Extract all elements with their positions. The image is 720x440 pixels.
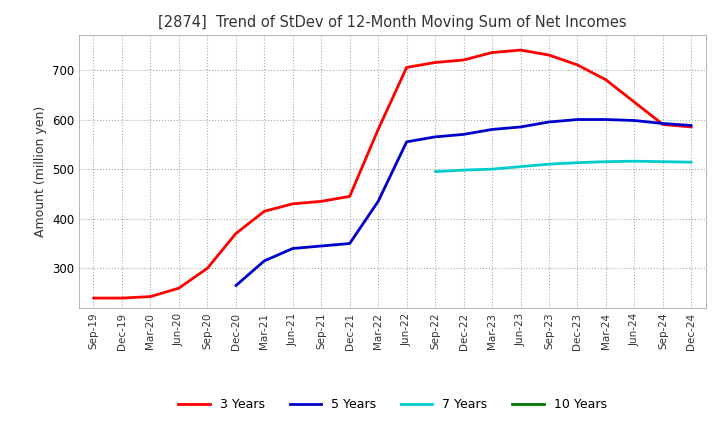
5 Years bbox=[317, 243, 325, 249]
Title: [2874]  Trend of StDev of 12-Month Moving Sum of Net Incomes: [2874] Trend of StDev of 12-Month Moving… bbox=[158, 15, 626, 30]
3 Years bbox=[117, 295, 126, 301]
5 Years bbox=[459, 132, 468, 137]
7 Years bbox=[602, 159, 611, 164]
3 Years bbox=[402, 65, 411, 70]
3 Years bbox=[431, 60, 439, 65]
Line: 5 Years: 5 Years bbox=[236, 120, 691, 286]
3 Years bbox=[487, 50, 496, 55]
5 Years bbox=[516, 125, 525, 130]
5 Years bbox=[630, 118, 639, 123]
7 Years bbox=[459, 168, 468, 173]
Line: 7 Years: 7 Years bbox=[435, 161, 691, 172]
5 Years bbox=[687, 123, 696, 128]
3 Years bbox=[317, 199, 325, 204]
5 Years bbox=[487, 127, 496, 132]
7 Years bbox=[687, 160, 696, 165]
5 Years bbox=[573, 117, 582, 122]
5 Years bbox=[289, 246, 297, 251]
3 Years bbox=[89, 295, 98, 301]
3 Years bbox=[545, 52, 554, 58]
7 Years bbox=[573, 160, 582, 165]
3 Years bbox=[374, 127, 382, 132]
5 Years bbox=[260, 258, 269, 264]
3 Years bbox=[516, 48, 525, 53]
7 Years bbox=[630, 158, 639, 164]
3 Years bbox=[687, 125, 696, 130]
3 Years bbox=[573, 62, 582, 68]
3 Years bbox=[459, 57, 468, 62]
3 Years bbox=[146, 294, 155, 299]
5 Years bbox=[374, 199, 382, 204]
Line: 3 Years: 3 Years bbox=[94, 50, 691, 298]
7 Years bbox=[516, 164, 525, 169]
5 Years bbox=[602, 117, 611, 122]
Y-axis label: Amount (million yen): Amount (million yen) bbox=[34, 106, 47, 237]
5 Years bbox=[431, 134, 439, 139]
3 Years bbox=[260, 209, 269, 214]
3 Years bbox=[602, 77, 611, 82]
5 Years bbox=[545, 119, 554, 125]
3 Years bbox=[232, 231, 240, 236]
3 Years bbox=[203, 266, 212, 271]
7 Years bbox=[487, 166, 496, 172]
3 Years bbox=[174, 286, 183, 291]
3 Years bbox=[289, 201, 297, 206]
Legend: 3 Years, 5 Years, 7 Years, 10 Years: 3 Years, 5 Years, 7 Years, 10 Years bbox=[174, 393, 611, 416]
5 Years bbox=[402, 139, 411, 144]
5 Years bbox=[346, 241, 354, 246]
7 Years bbox=[431, 169, 439, 174]
7 Years bbox=[545, 161, 554, 167]
5 Years bbox=[659, 121, 667, 126]
3 Years bbox=[630, 99, 639, 105]
3 Years bbox=[659, 122, 667, 127]
7 Years bbox=[659, 159, 667, 164]
5 Years bbox=[232, 283, 240, 288]
3 Years bbox=[346, 194, 354, 199]
